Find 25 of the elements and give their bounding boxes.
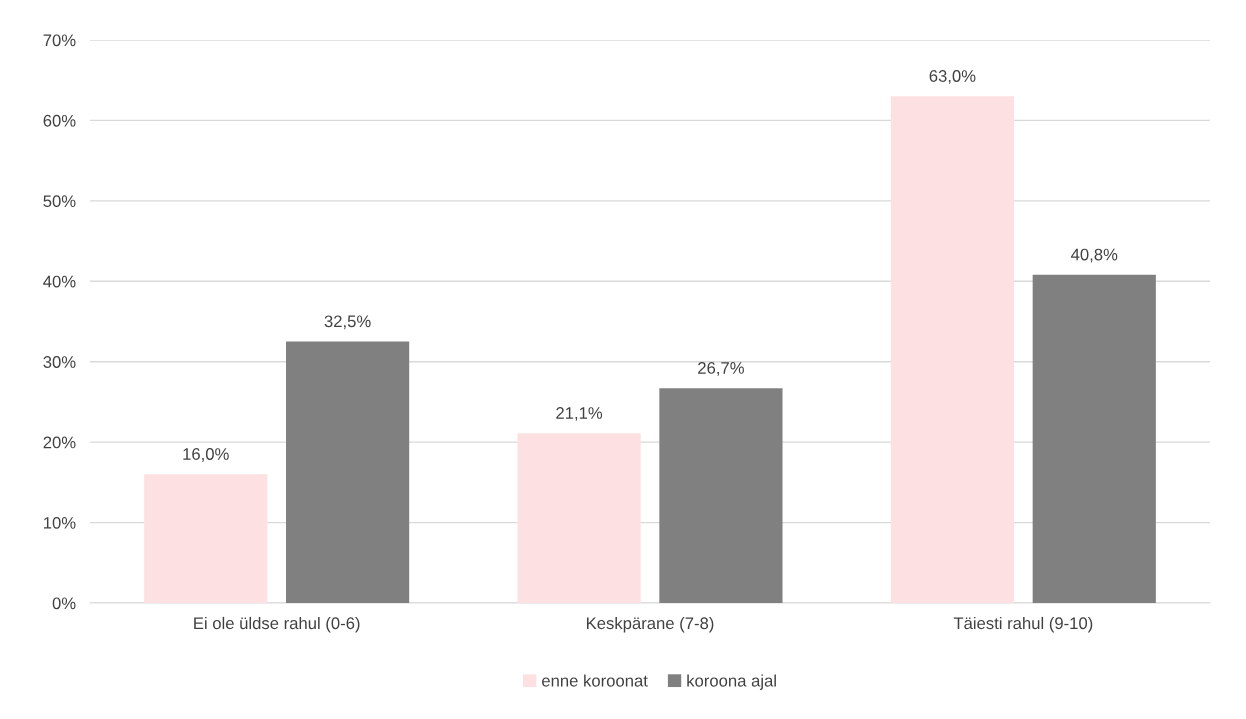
- legend-label: koroona ajal: [687, 674, 776, 690]
- y-tick-label: 10%: [44, 516, 76, 529]
- data-label: 16,0%: [183, 448, 229, 462]
- data-label: 40,8%: [1071, 248, 1118, 263]
- bar: [144, 474, 268, 603]
- bar: [1032, 274, 1156, 603]
- y-tick-label: 0%: [52, 597, 76, 610]
- bar: [286, 341, 410, 603]
- data-label: 32,5%: [324, 315, 371, 330]
- bar: [890, 96, 1014, 603]
- data-label: 63,0%: [929, 70, 976, 84]
- y-tick-label: 60%: [43, 114, 76, 127]
- y-tick-label: 30%: [43, 356, 76, 368]
- bar: [659, 388, 783, 603]
- bar: [517, 433, 641, 603]
- y-tick-label: 20%: [43, 436, 76, 449]
- y-tick-label: 50%: [43, 195, 76, 208]
- data-label: 26,7%: [698, 362, 744, 376]
- y-tick-label: 70%: [43, 34, 76, 47]
- y-tick-label: 40%: [43, 275, 76, 288]
- legend-label: enne koroonat: [542, 674, 648, 687]
- x-tick-label: Keskpärane (7-8): [586, 616, 714, 633]
- x-tick-label: Ei ole üldse rahul (0-6): [194, 616, 360, 633]
- x-tick-label: Täiesti rahul (9-10): [953, 616, 1093, 633]
- data-label: 21,1%: [556, 407, 603, 421]
